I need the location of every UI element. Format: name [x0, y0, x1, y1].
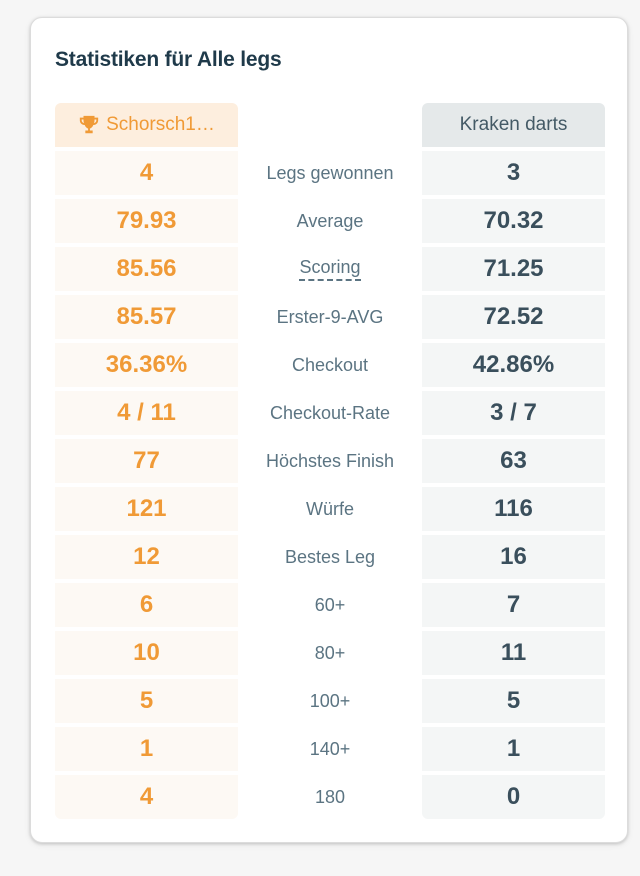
stat-row: 36.36% Checkout 42.86%: [55, 343, 605, 387]
stat-right-value: 11: [422, 631, 605, 675]
stat-row: 5 100+ 5: [55, 679, 605, 723]
stat-label: 60+: [238, 583, 422, 627]
stat-right-value: 3: [422, 151, 605, 195]
stat-label: 180: [238, 775, 422, 819]
stat-label: Erster-9-AVG: [238, 295, 422, 339]
stat-left-value: 77: [55, 439, 238, 483]
stat-label-text: Würfe: [305, 498, 354, 519]
stat-right-value: 7: [422, 583, 605, 627]
stat-left-value: 6: [55, 583, 238, 627]
stat-row: 4 180 0: [55, 775, 605, 819]
stat-row: 4 Legs gewonnen 3: [55, 151, 605, 195]
stat-right-value: 3 / 7: [422, 391, 605, 435]
card-title: Statistiken für Alle legs: [55, 48, 282, 71]
stat-label-text: 180: [314, 786, 346, 807]
stat-label-text: Erster-9-AVG: [276, 306, 384, 327]
stat-label-tooltip[interactable]: Scoring: [299, 257, 361, 281]
player-left-name: Schorsch1…: [106, 114, 215, 135]
stat-right-value: 70.32: [422, 199, 605, 243]
stat-left-value: 4: [55, 775, 238, 819]
stat-label: 100+: [238, 679, 422, 723]
stat-left-value: 79.93: [55, 199, 238, 243]
stat-left-value: 4 / 11: [55, 391, 238, 435]
player-right-header: Kraken darts: [422, 103, 605, 147]
stat-label-text: Höchstes Finish: [265, 450, 395, 471]
stat-label: Legs gewonnen: [238, 151, 422, 195]
stat-label-text: Checkout: [291, 354, 369, 375]
statistics-card: Statistiken für Alle legs Schorsch1… Kra…: [30, 17, 628, 843]
stat-row: 85.57 Erster-9-AVG 72.52: [55, 295, 605, 339]
stat-label-text: Checkout-Rate: [269, 402, 391, 423]
stats-table: Schorsch1… Kraken darts 4 Legs gewonnen 3 7…: [55, 103, 605, 823]
stat-row: 12 Bestes Leg 16: [55, 535, 605, 579]
stat-label: 80+: [238, 631, 422, 675]
stat-label: Checkout: [238, 343, 422, 387]
stat-right-value: 116: [422, 487, 605, 531]
stat-left-value: 12: [55, 535, 238, 579]
stat-label[interactable]: Scoring: [238, 247, 422, 291]
stat-left-value: 121: [55, 487, 238, 531]
stat-row: 10 80+ 11: [55, 631, 605, 675]
stat-label: Checkout-Rate: [238, 391, 422, 435]
stat-row: 85.56 Scoring 71.25: [55, 247, 605, 291]
stat-row: 77 Höchstes Finish 63: [55, 439, 605, 483]
stat-label-text: 80+: [314, 642, 346, 663]
stat-label-text: 140+: [309, 738, 351, 759]
stat-left-value: 4: [55, 151, 238, 195]
header-spacer: [238, 103, 422, 147]
stat-left-value: 10: [55, 631, 238, 675]
player-right-name: Kraken darts: [459, 114, 568, 135]
player-left-header: Schorsch1…: [55, 103, 238, 147]
stat-left-value: 1: [55, 727, 238, 771]
stat-label: Average: [238, 199, 422, 243]
stat-row: 6 60+ 7: [55, 583, 605, 627]
stat-right-value: 42.86%: [422, 343, 605, 387]
stat-row: 4 / 11 Checkout-Rate 3 / 7: [55, 391, 605, 435]
stat-label: Würfe: [238, 487, 422, 531]
stat-label-text: Average: [296, 210, 364, 231]
stat-label-text: 60+: [314, 594, 346, 615]
stat-label: Bestes Leg: [238, 535, 422, 579]
trophy-icon: [78, 114, 100, 136]
stat-right-value: 16: [422, 535, 605, 579]
stat-label-text: Bestes Leg: [284, 546, 376, 567]
stat-right-value: 0: [422, 775, 605, 819]
stat-label-text: Legs gewonnen: [266, 162, 394, 183]
stat-right-value: 1: [422, 727, 605, 771]
stat-right-value: 63: [422, 439, 605, 483]
stat-right-value: 72.52: [422, 295, 605, 339]
stat-label-text: 100+: [309, 690, 351, 711]
stat-row: 79.93 Average 70.32: [55, 199, 605, 243]
stat-label: Höchstes Finish: [238, 439, 422, 483]
header-row: Schorsch1… Kraken darts: [55, 103, 605, 147]
stat-row: 121 Würfe 116: [55, 487, 605, 531]
stat-row: 1 140+ 1: [55, 727, 605, 771]
stat-right-value: 71.25: [422, 247, 605, 291]
stat-left-value: 36.36%: [55, 343, 238, 387]
stat-left-value: 5: [55, 679, 238, 723]
stat-left-value: 85.57: [55, 295, 238, 339]
stat-label: 140+: [238, 727, 422, 771]
stat-right-value: 5: [422, 679, 605, 723]
stat-left-value: 85.56: [55, 247, 238, 291]
